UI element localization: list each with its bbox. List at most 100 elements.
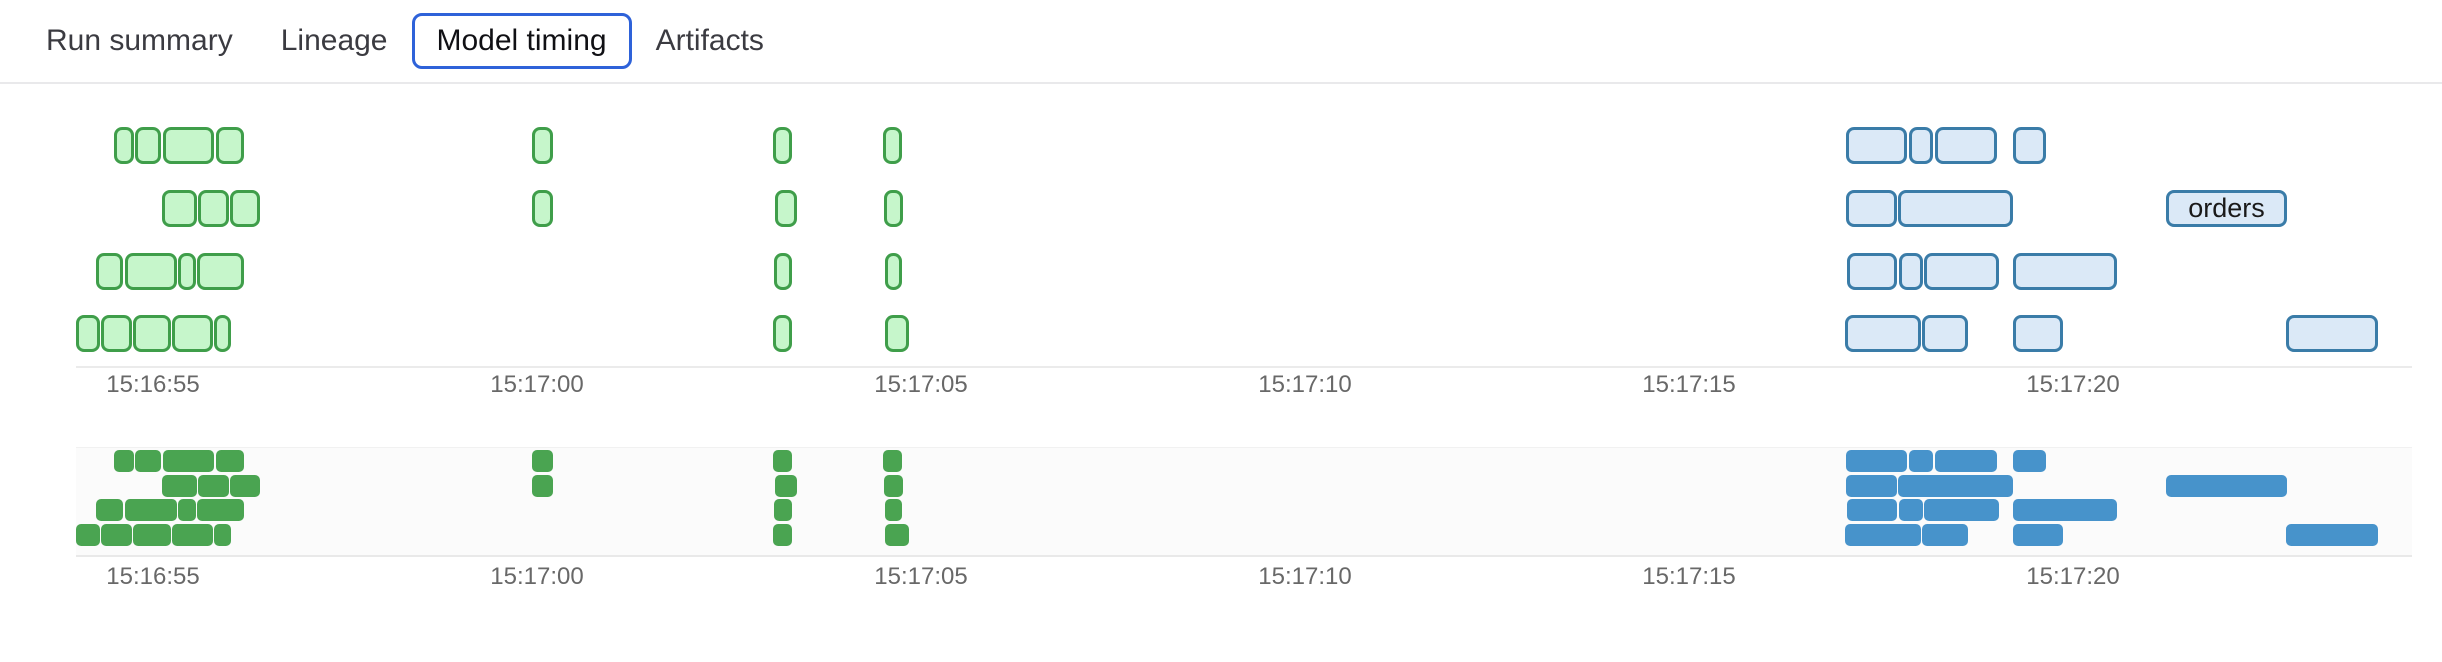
minimap-bar [2013,524,2063,546]
model-timing-bar[interactable] [884,190,903,227]
model-timing-bar[interactable] [2286,315,2378,352]
axis-tick-label: 15:17:15 [1642,371,1736,398]
model-timing-bar[interactable] [76,315,100,352]
model-timing-bar[interactable] [163,127,214,164]
minimap-bar [773,450,792,472]
tab-lineage[interactable]: Lineage [280,24,388,57]
axis-tick-label: 15:16:55 [106,371,200,398]
axis-tick-label: 15:17:05 [874,371,968,398]
minimap-bar [532,475,553,497]
model-timing-bar-label: orders [2188,193,2265,223]
minimap-bar [2166,475,2287,497]
minimap-bar [76,524,100,546]
model-timing-bar[interactable] [532,127,553,164]
axis-tick-label: 15:17:20 [2026,371,2120,398]
minimap-bar [1922,524,1968,546]
minimap-bar [101,524,132,546]
minimap-bar [1846,450,1907,472]
minimap-bar [774,499,792,521]
minimap-bar [1898,475,2013,497]
model-timing-bar[interactable] [101,315,132,352]
axis-tick-label: 15:17:15 [1642,563,1736,590]
minimap-bar [135,450,161,472]
minimap-bar [1845,524,1921,546]
minimap-bar [1899,499,1923,521]
axis-tick-label: 15:17:20 [2026,563,2120,590]
minimap-bar [885,524,909,546]
model-timing-bar[interactable] [775,190,797,227]
model-timing-bar[interactable] [96,253,123,290]
minimap-bar [883,450,902,472]
minimap-bar [773,524,792,546]
model-timing-bar[interactable] [135,127,161,164]
model-timing-bar[interactable] [1924,253,1999,290]
minimap-bar [2013,499,2117,521]
axis-tick-label: 15:17:00 [490,563,584,590]
tab-model-timing[interactable]: Model timing [411,13,632,69]
minimap-bar [197,499,244,521]
model-timing-bar[interactable] [178,253,196,290]
minimap-bar [532,450,553,472]
model-timing-bar[interactable] [2013,253,2117,290]
model-timing-bar[interactable] [2013,315,2063,352]
model-timing-bar[interactable] [230,190,260,227]
minimap-bar [1924,499,1999,521]
minimap-bar [133,524,171,546]
model-timing-bar[interactable] [172,315,213,352]
model-timing-bar[interactable] [1847,253,1897,290]
model-timing-bar[interactable] [885,315,909,352]
axis-tick-label: 15:17:10 [1258,371,1352,398]
model-timing-bar[interactable] [114,127,134,164]
model-timing-bar[interactable] [133,315,171,352]
minimap-bar [884,475,903,497]
model-timing-bar[interactable] [773,315,792,352]
minimap-bar [216,450,244,472]
axis-tick-label: 15:17:00 [490,371,584,398]
model-timing-bar[interactable] [1898,190,2013,227]
minimap-bar [230,475,260,497]
axis-tick-label: 15:16:55 [106,563,200,590]
model-timing-bar[interactable] [162,190,197,227]
model-timing-bar[interactable] [198,190,229,227]
minimap-bar [114,450,134,472]
minimap-bar [1847,499,1897,521]
minimap-bar [2013,450,2046,472]
model-timing-bar[interactable] [885,253,902,290]
run-tabs: Run summary Lineage Model timing Artifac… [0,0,2442,84]
model-timing-bar[interactable] [197,253,244,290]
minimap-bar [172,524,213,546]
minimap-bar [214,524,231,546]
minimap-bar [198,475,229,497]
model-timing-bar[interactable] [2013,127,2046,164]
model-timing-bar[interactable] [774,253,792,290]
minimap-bar [1909,450,1933,472]
model-timing-bar[interactable] [773,127,792,164]
model-timing-bar[interactable] [214,315,231,352]
tab-run-summary[interactable]: Run summary [46,24,233,57]
model-timing-bar[interactable] [1935,127,1997,164]
model-timing-bar[interactable] [125,253,177,290]
model-timing-bar[interactable] [1845,315,1921,352]
minimap-bar [178,499,196,521]
axis-tick-label: 15:17:05 [874,563,968,590]
model-timing-bar[interactable] [532,190,553,227]
model-timing-bar[interactable] [216,127,244,164]
model-timing-bar-orders[interactable]: orders [2166,190,2287,227]
minimap-bar [775,475,797,497]
model-timing-bar[interactable] [1846,127,1907,164]
model-timing-bar[interactable] [1909,127,1933,164]
model-timing-bar[interactable] [1846,190,1897,227]
minimap-bar [2286,524,2378,546]
model-timing-bar[interactable] [883,127,902,164]
minimap-bar [96,499,123,521]
minimap-bar [1846,475,1897,497]
axis-tick-label: 15:17:10 [1258,563,1352,590]
model-timing-bar[interactable] [1899,253,1923,290]
minimap-bar [1935,450,1997,472]
tab-artifacts[interactable]: Artifacts [655,24,764,57]
minimap-bar [125,499,177,521]
minimap-bar [163,450,214,472]
model-timing-bar[interactable] [1922,315,1968,352]
